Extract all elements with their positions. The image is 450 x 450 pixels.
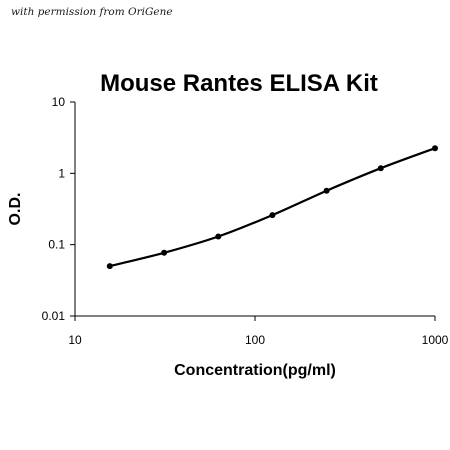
y-axis-title: O.D. <box>7 193 24 226</box>
plot-area: 0.01 0.1 1 10 10 100 1000 <box>42 95 449 347</box>
x-tick-label: 1000 <box>422 333 449 347</box>
y-tick-label: 0.01 <box>42 309 66 323</box>
x-tick-label: 100 <box>245 333 265 347</box>
x-axis-title: Concentration(pg/ml) <box>174 362 336 379</box>
data-point <box>432 145 438 152</box>
y-tick-label: 1 <box>58 166 65 180</box>
data-point <box>106 263 113 270</box>
data-point <box>215 233 222 240</box>
data-point <box>269 212 276 219</box>
x-tick-label: 10 <box>68 333 82 347</box>
y-tick-label: 10 <box>52 95 66 109</box>
y-tick-label: 0.1 <box>48 238 65 252</box>
fitted-curve <box>109 147 436 268</box>
permission-credit: with permission from OriGene <box>11 6 173 18</box>
data-point <box>323 187 330 194</box>
chart-title: Mouse Rantes ELISA Kit <box>100 70 378 97</box>
data-point <box>161 249 168 256</box>
data-point <box>377 165 384 172</box>
